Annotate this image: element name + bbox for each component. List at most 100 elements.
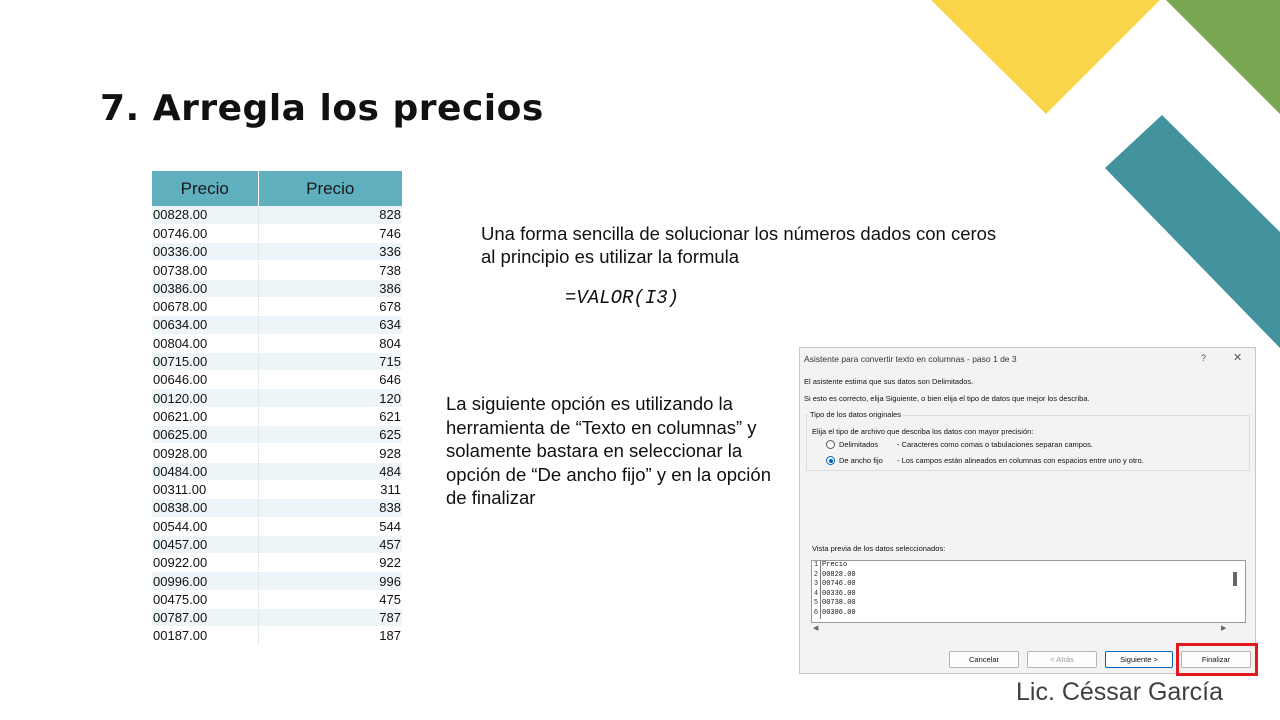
table-row: 00838.00 838 xyxy=(152,498,402,518)
raw-price-cell: 00336.00 xyxy=(152,242,259,262)
value-price-cell: 804 xyxy=(258,334,402,353)
raw-price-cell: 00120.00 xyxy=(152,388,259,408)
preview-row-text: 00386.00 xyxy=(822,608,856,617)
preview-row-number: 3 xyxy=(812,580,821,590)
preview-row-number: 2 xyxy=(812,570,821,581)
value-price-cell: 621 xyxy=(258,407,402,427)
finish-highlight-box xyxy=(1176,643,1258,676)
table-row: 00457.00 457 xyxy=(152,535,402,555)
preview-row-number: 1 xyxy=(812,561,821,571)
value-price-cell: 996 xyxy=(258,571,402,591)
raw-price-cell: 00646.00 xyxy=(152,370,259,390)
raw-price-cell: 00715.00 xyxy=(152,352,259,372)
raw-price-cell: 00996.00 xyxy=(152,571,259,591)
next-button[interactable]: Siguiente > xyxy=(1105,651,1173,668)
raw-price-cell: 00804.00 xyxy=(152,334,259,353)
table-row: 00787.00 787 xyxy=(152,608,402,628)
value-price-cell: 336 xyxy=(258,242,402,262)
value-price-cell: 544 xyxy=(258,517,402,536)
preview-row-number: 4 xyxy=(812,589,821,600)
value-price-cell: 311 xyxy=(258,480,402,500)
table-row: 00336.00 336 xyxy=(152,242,402,262)
value-price-cell: 678 xyxy=(258,297,402,317)
raw-price-cell: 00621.00 xyxy=(152,407,259,427)
scroll-left-icon[interactable]: ◀ xyxy=(813,625,819,632)
value-price-cell: 475 xyxy=(258,590,402,610)
table-row: 00715.00 715 xyxy=(152,352,402,372)
data-preview[interactable]: 1 Precio 2 00828.00 3 00746.00 4 00336.00 5 00738… xyxy=(811,560,1246,623)
raw-price-cell: 00838.00 xyxy=(152,498,259,518)
slide-title: 7. Arregla los precios xyxy=(100,88,544,129)
finish-button[interactable]: Finalizar xyxy=(1181,651,1251,668)
raw-price-cell: 00625.00 xyxy=(152,425,259,445)
raw-price-cell: 00457.00 xyxy=(152,535,259,555)
preview-row-text: 00336.00 xyxy=(822,589,856,598)
preview-row-number: 5 xyxy=(812,599,821,609)
help-icon[interactable]: ? xyxy=(1201,353,1207,363)
dialog-info-line: El asistente estima que sus datos son De… xyxy=(804,377,974,386)
header-precio-value: Precio xyxy=(258,171,402,206)
value-price-cell: 646 xyxy=(258,370,402,390)
group-label: Tipo de los datos originales xyxy=(808,410,904,419)
table-row: 00625.00 625 xyxy=(152,425,402,445)
table-row: 00634.00 634 xyxy=(152,315,402,335)
back-button[interactable]: < Atrás xyxy=(1027,651,1097,668)
preview-row: 1 Precio xyxy=(812,561,1245,571)
preview-scrollbar[interactable] xyxy=(1233,572,1237,586)
raw-price-cell: 00475.00 xyxy=(152,590,259,610)
table-row: 00804.00 804 xyxy=(152,334,402,353)
value-price-cell: 746 xyxy=(258,224,402,244)
raw-price-cell: 00634.00 xyxy=(152,315,259,335)
table-row: 00386.00 386 xyxy=(152,279,402,298)
raw-price-cell: 00544.00 xyxy=(152,517,259,536)
table-row: 00187.00 187 xyxy=(152,626,402,646)
raw-price-cell: 00386.00 xyxy=(152,279,259,298)
preview-row-text: 00738.00 xyxy=(822,599,856,608)
explanation-text-1: Una forma sencilla de solucionar los núm… xyxy=(481,223,997,267)
value-price-cell: 187 xyxy=(258,626,402,646)
preview-row-text: 00746.00 xyxy=(822,580,856,589)
data-type-group xyxy=(806,415,1250,471)
explanation-text-2: La siguiente opción es utilizando la her… xyxy=(446,393,771,508)
table-row: 00311.00 311 xyxy=(152,480,402,500)
value-price-cell: 922 xyxy=(258,553,402,573)
cancel-button[interactable]: Cancelar xyxy=(949,651,1019,668)
value-price-cell: 625 xyxy=(258,425,402,445)
table-row: 00828.00 828 xyxy=(152,206,402,225)
radio-fixed-width[interactable] xyxy=(826,456,835,465)
table-row: 00621.00 621 xyxy=(152,407,402,427)
raw-price-cell: 00311.00 xyxy=(152,480,259,500)
value-price-cell: 715 xyxy=(258,352,402,372)
table-row: 00646.00 646 xyxy=(152,370,402,390)
option-label: Delimitados xyxy=(839,440,879,449)
table-row: 00678.00 678 xyxy=(152,297,402,317)
preview-row: 2 00828.00 xyxy=(812,570,1245,581)
raw-price-cell: 00922.00 xyxy=(152,553,259,573)
raw-price-cell: 00928.00 xyxy=(152,443,259,463)
table-row: 00922.00 922 xyxy=(152,553,402,573)
raw-price-cell: 00746.00 xyxy=(152,224,259,244)
raw-price-cell: 00187.00 xyxy=(152,626,259,646)
radio-delimited[interactable] xyxy=(826,440,835,449)
header-precio-raw: Precio xyxy=(152,171,259,206)
preview-row-number: 6 xyxy=(812,608,821,619)
dialog-instruction-line: Si esto es correcto, elija Siguiente, o … xyxy=(804,394,1090,403)
table-row: 00120.00 120 xyxy=(152,388,402,408)
option-label: De ancho fijo xyxy=(839,456,883,465)
value-price-cell: 738 xyxy=(258,260,402,280)
text-to-columns-dialog: Asistente para convertir texto en column… xyxy=(799,347,1256,674)
table-row: 00928.00 928 xyxy=(152,443,402,463)
option-delimited[interactable]: Delimitados - Caracteres como comas o ta… xyxy=(826,440,1093,449)
price-table: Precio Precio 00828.00 828 00746.00 746 0033… xyxy=(152,171,402,646)
preview-row: 4 00336.00 xyxy=(812,589,1245,600)
raw-price-cell: 00678.00 xyxy=(152,297,259,317)
option-fixed-width[interactable]: De ancho fijo - Los campos están alinead… xyxy=(826,456,1144,465)
table-row: 00996.00 996 xyxy=(152,571,402,591)
preview-row-text: 00828.00 xyxy=(822,570,856,579)
scroll-right-icon[interactable]: ▶ xyxy=(1221,625,1227,632)
close-icon[interactable]: ✕ xyxy=(1233,352,1243,364)
raw-price-cell: 00738.00 xyxy=(152,260,259,280)
dialog-title: Asistente para convertir texto en column… xyxy=(804,354,1017,364)
preview-label: Vista previa de los datos seleccionados: xyxy=(812,544,946,553)
teal-band xyxy=(1105,115,1280,348)
